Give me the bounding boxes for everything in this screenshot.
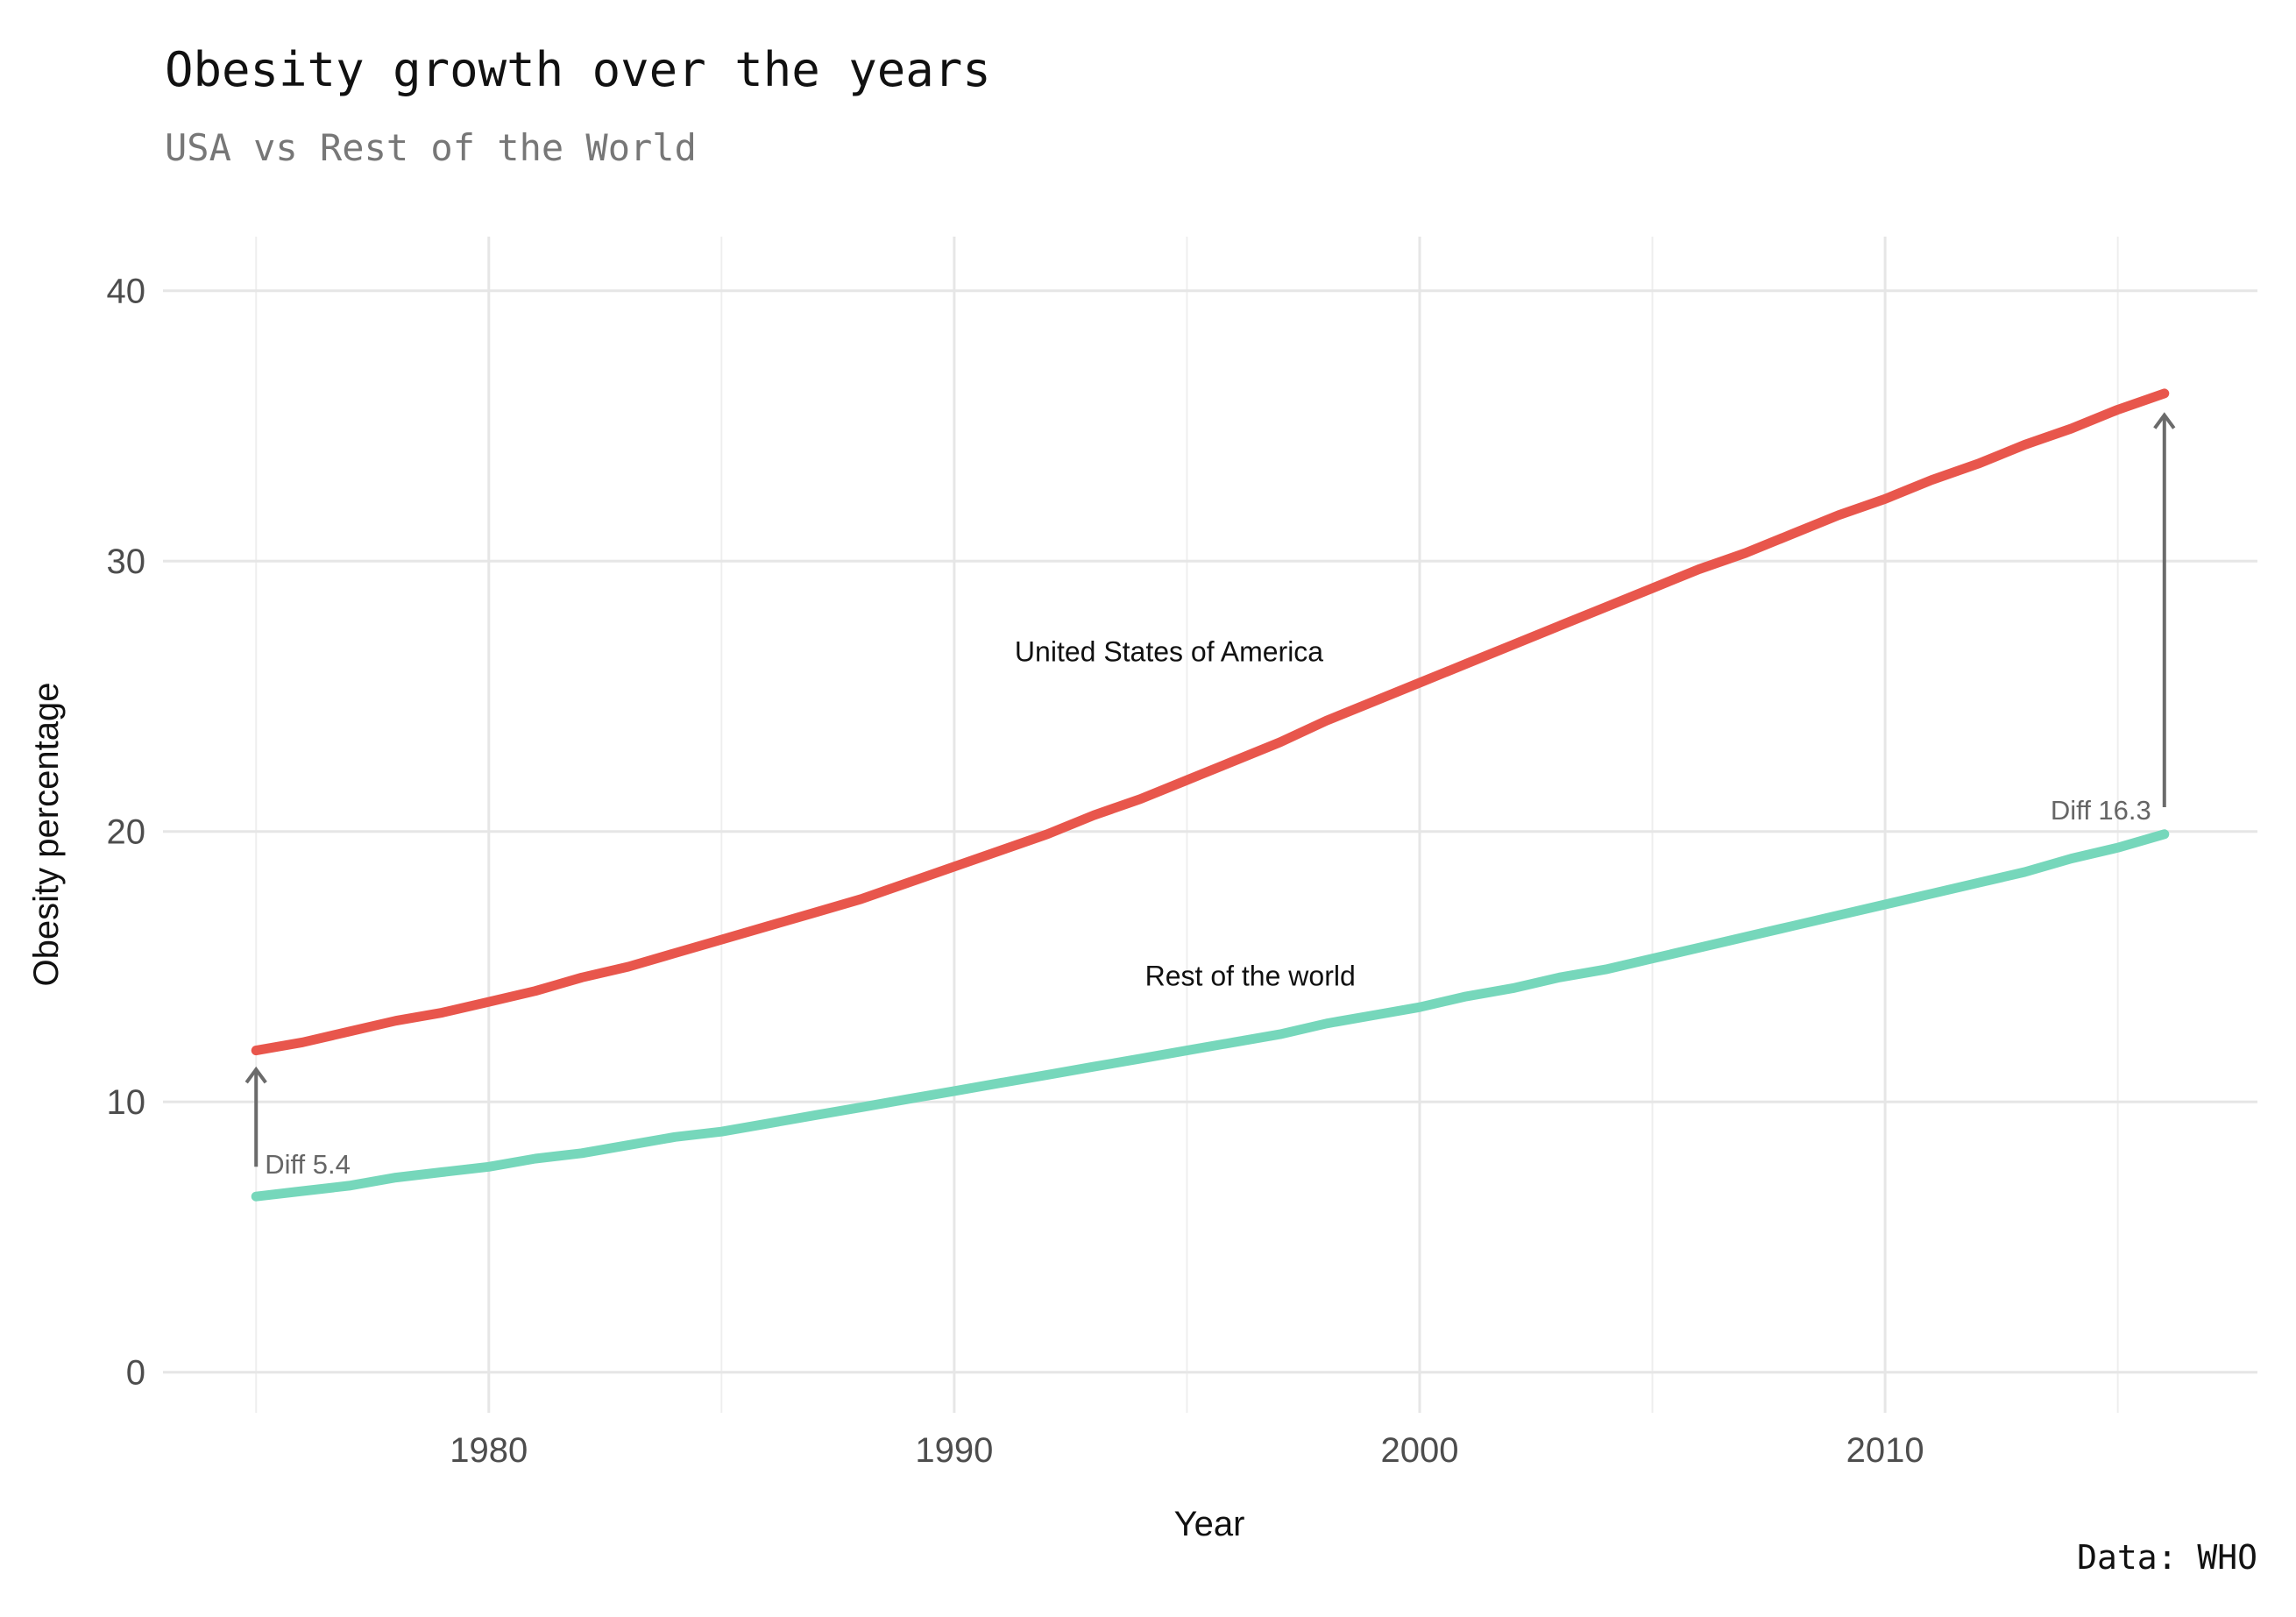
y-tick-label: 30 [107, 543, 146, 581]
diff-label: Diff 16.3 [2051, 795, 2151, 826]
y-tick-label: 10 [107, 1083, 146, 1122]
grid [163, 237, 2257, 1413]
y-axis-title: Obesity percentage [27, 683, 66, 987]
x-axis-title: Year [1174, 1505, 1245, 1543]
axis-ticks: 1980 1990 2000 2010 0 10 20 30 40 [107, 273, 1924, 1470]
y-tick-label: 0 [126, 1354, 145, 1393]
series-lines [251, 388, 2170, 1202]
chart-title: Obesity growth over the years [165, 42, 991, 97]
y-tick-label: 40 [107, 273, 146, 311]
x-tick-label: 2010 [1846, 1431, 1924, 1470]
diff-arrow-head [2153, 412, 2176, 429]
diff-label: Diff 5.4 [265, 1149, 351, 1180]
annotations: United States of America Rest of the worl… [244, 412, 2176, 1180]
series-line-united-states-of-america [251, 388, 2170, 1056]
x-tick-label: 1980 [450, 1431, 528, 1470]
x-tick-label: 1990 [915, 1431, 993, 1470]
y-tick-label: 20 [107, 813, 146, 852]
chart-caption: Data: WHO [2077, 1538, 2257, 1577]
x-tick-label: 2000 [1381, 1431, 1459, 1470]
series-annotation: Rest of the world [1145, 961, 1356, 992]
series-line-rest-of-the-world [251, 829, 2170, 1202]
diff-arrow-head [244, 1066, 267, 1084]
chart-subtitle: USA vs Rest of the World [165, 126, 697, 169]
series-annotation: United States of America [1015, 635, 1323, 667]
